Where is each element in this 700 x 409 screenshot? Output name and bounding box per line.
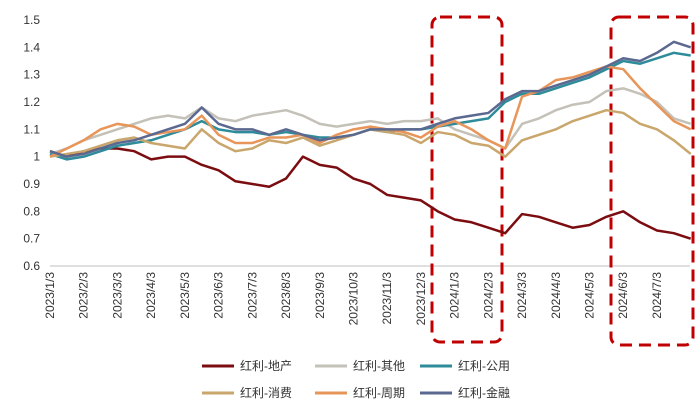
x-tick-label: 2023/12/3 bbox=[414, 272, 428, 326]
x-tick-label: 2023/6/3 bbox=[212, 272, 226, 319]
legend-label: 红利-公用 bbox=[458, 358, 510, 373]
y-tick-label: 1 bbox=[33, 150, 40, 164]
legend-label: 红利-消费 bbox=[240, 385, 292, 400]
line-series bbox=[49, 40, 692, 158]
y-tick-label: 0.7 bbox=[23, 232, 40, 246]
x-tick-label: 2023/4/3 bbox=[144, 272, 158, 319]
x-tick-label: 2023/7/3 bbox=[245, 272, 259, 319]
y-tick-label: 1.4 bbox=[23, 40, 40, 54]
x-tick-label: 2024/3/3 bbox=[515, 272, 529, 319]
x-tick-label: 2023/9/3 bbox=[313, 272, 327, 319]
x-tick-label: 2023/2/3 bbox=[77, 272, 91, 319]
x-tick-label: 2023/11/3 bbox=[380, 272, 394, 325]
line-series bbox=[49, 51, 691, 161]
line-series bbox=[49, 147, 692, 240]
y-tick-label: 1.1 bbox=[23, 122, 40, 136]
x-tick-label: 2023/1/3 bbox=[43, 272, 57, 319]
x-tick-label: 2023/5/3 bbox=[178, 272, 192, 319]
x-tick-label: 2024/6/3 bbox=[616, 272, 630, 319]
y-tick-label: 0.9 bbox=[23, 177, 40, 191]
legend-label: 红利-金融 bbox=[458, 385, 510, 400]
y-tick-label: 1.2 bbox=[23, 95, 40, 109]
line-series bbox=[49, 87, 692, 156]
y-tick-label: 1.5 bbox=[23, 13, 40, 27]
y-tick-label: 0.8 bbox=[23, 204, 40, 218]
x-tick-label: 2023/10/3 bbox=[346, 272, 360, 326]
line-series bbox=[49, 65, 692, 158]
x-tick-label: 2024/1/3 bbox=[448, 272, 462, 319]
highlight-box bbox=[609, 15, 695, 347]
x-tick-label: 2024/5/3 bbox=[583, 272, 597, 319]
highlight-box bbox=[430, 15, 504, 344]
x-tick-label: 2023/8/3 bbox=[279, 272, 293, 319]
legend-label: 红利-其他 bbox=[353, 358, 405, 373]
y-tick-label: 0.6 bbox=[23, 259, 40, 273]
x-tick-label: 2024/2/3 bbox=[481, 272, 495, 319]
x-tick-label: 2024/4/3 bbox=[549, 272, 563, 319]
legend-label: 红利-地产 bbox=[240, 358, 292, 373]
x-tick-label: 2024/7/3 bbox=[650, 272, 664, 319]
legend-label: 红利-周期 bbox=[353, 385, 405, 400]
x-tick-label: 2023/3/3 bbox=[110, 272, 124, 319]
y-tick-label: 1.3 bbox=[23, 68, 40, 82]
